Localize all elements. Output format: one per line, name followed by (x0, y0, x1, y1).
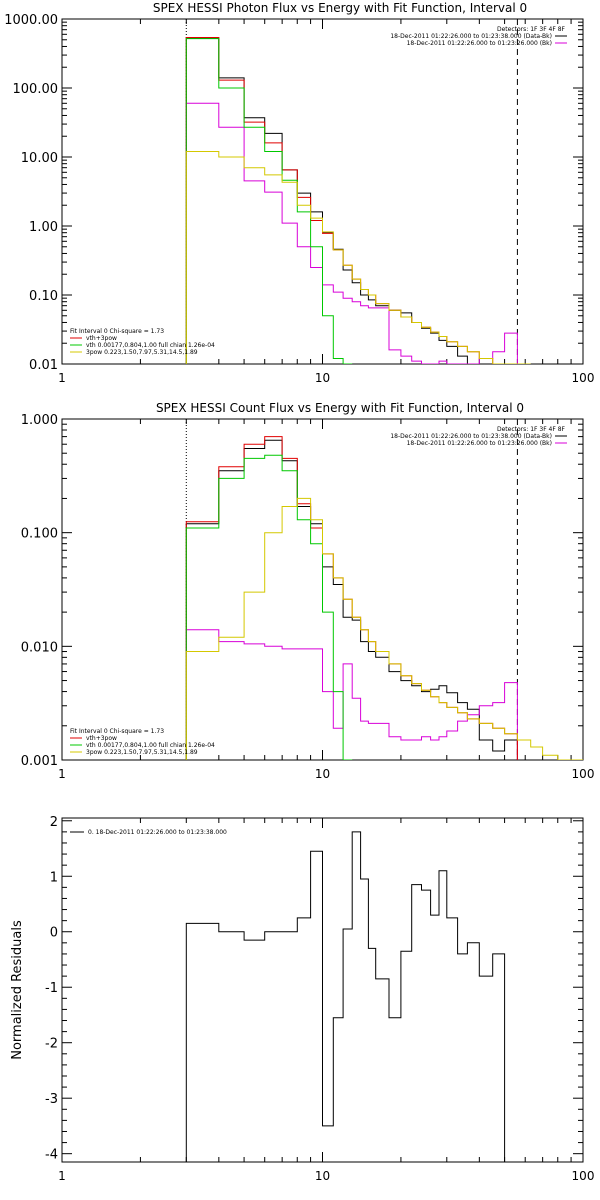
residuals-x-tick-label: 100 (572, 1169, 595, 1183)
residuals-y-ticks (62, 820, 583, 1155)
photon-x-tick-label: 1 (58, 371, 66, 385)
residuals-x-tick-label: 10 (315, 1169, 330, 1183)
count-legend-3pow: 3pow 0.223,1.50,7.97,5.31,14.5,1.89 (86, 749, 198, 756)
residuals-legend-label: 0. 18-Dec-2011 01:22:26.000 to 01:23:38.… (88, 829, 227, 836)
count-flux-chart: 1 10 100 0.001 0.010 0.100 1.000 (21, 413, 595, 781)
photon-legend-vth3pow: vth+3pow (86, 335, 117, 342)
count-legend-vth3pow: vth+3pow (86, 735, 117, 742)
count-series-red (185, 436, 518, 760)
photon-x-tick-label: 100 (572, 371, 595, 385)
residuals-ylabel: Normalized Residuals (10, 920, 25, 1060)
residuals-y-tick-label: 2 (50, 815, 58, 830)
residuals-y-tick-label: -2 (45, 1037, 58, 1052)
photon-chart-title: SPEX HESSI Photon Flux vs Energy with Fi… (153, 1, 527, 15)
photon-series-green (185, 38, 353, 364)
count-x-ticks (61, 419, 572, 760)
photon-legend-detectors: Detectors: 1F 3F 4F 8F (497, 26, 566, 33)
residuals-y-tick-label: -1 (45, 981, 58, 996)
photon-series-red (185, 37, 518, 364)
count-y-tick-label: 0.100 (21, 527, 58, 542)
residuals-x-ticks (61, 818, 572, 1162)
photon-x-tick-label: 10 (315, 371, 330, 385)
count-series-magenta (185, 629, 518, 760)
photon-series-yellow (185, 151, 531, 364)
count-y-tick-label: 0.001 (21, 754, 58, 769)
count-y-ticks (62, 418, 583, 761)
photon-series-magenta (185, 102, 518, 364)
photon-y-tick-label: 0.01 (29, 358, 58, 373)
count-series-yellow (185, 497, 583, 760)
count-legend-detectors: Detectors: 1F 3F 4F 8F (497, 426, 566, 433)
photon-y-tick-label: 100.00 (13, 82, 59, 97)
residuals-y-tick-label: 1 (50, 870, 58, 885)
photon-legend-vth: vth 0.00177,0.804,1.00 full chian 1.26e-… (86, 342, 215, 349)
count-legend-bk: 18-Dec-2011 01:22:26.000 to 01:23:26.000… (407, 440, 552, 447)
photon-y-tick-label: 10.00 (21, 151, 58, 166)
photon-flux-chart: 1 10 100 0.01 0.10 1.00 10.00 100.00 1000.00 (4, 13, 594, 385)
residuals-y-tick-label: 0 (50, 926, 58, 941)
residuals-chart: 1 10 100 -4 -3 -2 -1 0 1 2 (45, 815, 594, 1183)
residuals-y-tick-label: -3 (45, 1092, 58, 1107)
count-x-tick-label: 100 (572, 767, 595, 781)
photon-y-ticks (62, 18, 583, 365)
count-legend-data: 18-Dec-2011 01:22:26.000 to 01:23:38.000… (390, 433, 552, 440)
photon-y-tick-label: 1000.00 (4, 13, 58, 28)
photon-fit-info: Fit Interval 0 Chi-square = 1.73 (70, 328, 164, 335)
count-series-green (185, 454, 353, 760)
photon-legend-bk: 18-Dec-2011 01:22:26.000 to 01:23:26.000… (407, 40, 552, 47)
photon-y-tick-label: 0.10 (29, 289, 58, 304)
residuals-y-tick-label: -4 (45, 1148, 58, 1163)
residuals-series-black (185, 831, 518, 1162)
photon-legend-3pow: 3pow 0.223,1.50,7.97,5.31,14.5,1.89 (86, 349, 198, 356)
photon-x-ticks (61, 19, 572, 364)
count-y-tick-label: 1.000 (21, 413, 58, 428)
photon-legend-data: 18-Dec-2011 01:22:26.000 to 01:23:38.000… (390, 33, 552, 40)
count-fit-info: Fit Interval 0 Chi-square = 1.73 (70, 728, 164, 735)
count-chart-title: SPEX HESSI Count Flux vs Energy with Fit… (156, 401, 524, 415)
residuals-x-tick-label: 1 (58, 1169, 66, 1183)
photon-y-tick-label: 1.00 (29, 220, 58, 235)
count-legend-vth: vth 0.00177,0.804,1.00 full chian 1.26e-… (86, 742, 215, 749)
count-x-tick-label: 10 (315, 767, 330, 781)
count-x-tick-label: 1 (58, 767, 66, 781)
photon-series-black (185, 37, 518, 364)
count-y-tick-label: 0.010 (21, 640, 58, 655)
